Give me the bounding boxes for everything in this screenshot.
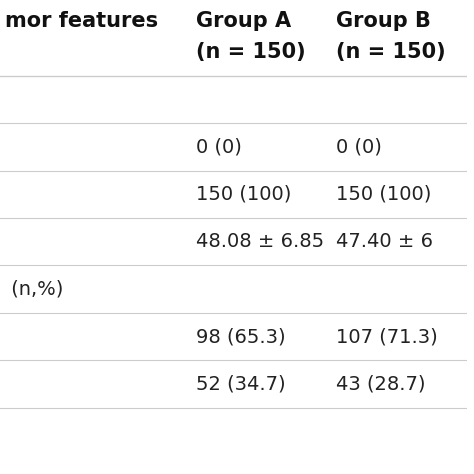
Text: 47.40 ± 6: 47.40 ± 6 xyxy=(337,232,433,251)
Text: Group B: Group B xyxy=(337,11,431,31)
Text: 150 (100): 150 (100) xyxy=(337,185,432,204)
Text: (n,%): (n,%) xyxy=(5,280,63,299)
Text: 0 (0): 0 (0) xyxy=(196,137,242,156)
Text: 98 (65.3): 98 (65.3) xyxy=(196,327,286,346)
Text: 52 (34.7): 52 (34.7) xyxy=(196,374,286,393)
Text: (n = 150): (n = 150) xyxy=(196,42,306,62)
Text: mor features: mor features xyxy=(5,11,158,31)
Text: 107 (71.3): 107 (71.3) xyxy=(337,327,438,346)
Text: (n = 150): (n = 150) xyxy=(337,42,446,62)
Text: 150 (100): 150 (100) xyxy=(196,185,292,204)
Text: 0 (0): 0 (0) xyxy=(337,137,383,156)
Text: 48.08 ± 6.85: 48.08 ± 6.85 xyxy=(196,232,324,251)
Text: Group A: Group A xyxy=(196,11,292,31)
Text: 43 (28.7): 43 (28.7) xyxy=(337,374,426,393)
